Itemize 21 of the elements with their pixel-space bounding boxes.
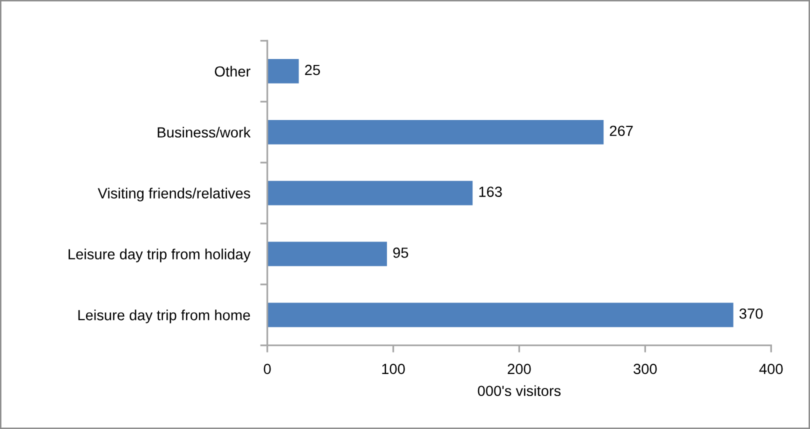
y-tick-label: Business/work: [158, 126, 251, 138]
x-axis-title: 000's visitors: [478, 385, 561, 396]
x-tick-label: 400: [759, 364, 783, 374]
y-tick-label: Visiting friends/relatives: [98, 188, 250, 202]
x-tick-label: 300: [634, 364, 657, 374]
x-tick-label: 100: [382, 364, 405, 374]
bar: [267, 59, 299, 84]
x-tick-label: 0: [264, 364, 271, 374]
bar: [267, 242, 387, 266]
bar: [267, 302, 734, 328]
data-label: 95: [393, 248, 408, 258]
data-label: 163: [479, 186, 502, 197]
x-tick-label: 200: [508, 364, 531, 374]
data-label: 25: [305, 64, 320, 76]
bar: [267, 180, 473, 206]
data-label: 370: [739, 308, 763, 319]
y-tick-label: Other: [214, 66, 250, 77]
y-tick-label: Leisure day trip from holiday: [68, 248, 251, 262]
bar: [267, 120, 604, 144]
y-tick-label: Leisure day trip from home: [78, 310, 250, 324]
data-label: 267: [610, 126, 633, 136]
